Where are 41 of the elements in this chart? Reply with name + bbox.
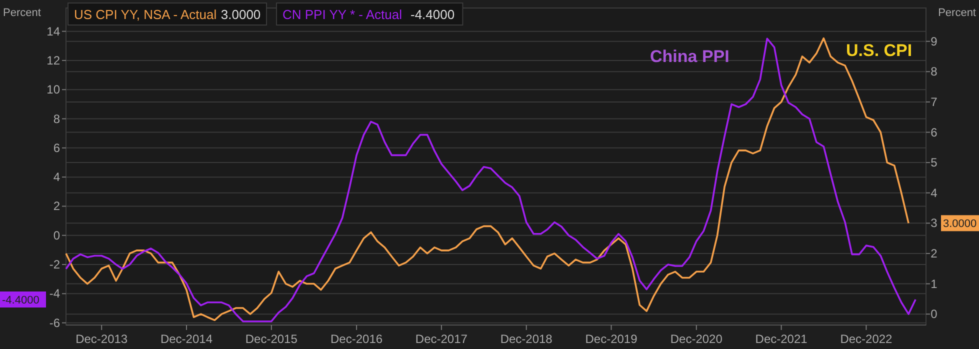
text: 3.0000 — [943, 218, 977, 230]
y2-tick-label: 7 — [930, 94, 938, 109]
y-tick-label: -4 — [49, 286, 60, 301]
y-tick-label: 6 — [53, 140, 60, 155]
y-tick-label: 2 — [53, 199, 60, 214]
annotation: China PPI — [650, 47, 730, 66]
y-tick-label: -2 — [49, 258, 60, 272]
y2-tick-label: 2 — [930, 246, 938, 260]
y-tick-label: 14 — [46, 24, 60, 38]
x-tick-label: Dec-2018 — [500, 332, 553, 346]
x-tick-label: Dec-2017 — [415, 332, 468, 346]
y-tick-label: -6 — [49, 316, 60, 330]
annotation: U.S. CPI — [846, 41, 912, 60]
x-tick-label: Dec-2020 — [670, 332, 723, 346]
text: -4.4000 — [2, 294, 40, 306]
annotation: 3.0000 — [220, 7, 261, 22]
y-axis-title: Percent — [3, 7, 41, 19]
text: US CPI YY, NSA - Actual — [74, 7, 217, 22]
y2-tick-label: 4 — [930, 186, 938, 200]
y2-tick-label: 1 — [930, 276, 938, 291]
y-tick-label: 8 — [53, 112, 60, 126]
y2-tick-label: 0 — [930, 307, 938, 322]
y2-tick-label: 6 — [930, 125, 938, 140]
y2-tick-label: 3 — [930, 216, 938, 230]
x-tick-label: Dec-2014 — [160, 332, 213, 346]
y-tick-label: 0 — [53, 228, 60, 242]
y-tick-label: 4 — [53, 170, 60, 184]
x-tick-label: Dec-2016 — [330, 332, 383, 346]
text: CN PPI YY * - Actual — [282, 7, 402, 22]
y2-axis-title: Percent — [938, 7, 976, 19]
x-tick-label: Dec-2015 — [245, 332, 298, 346]
x-tick-label: Dec-2022 — [840, 332, 893, 346]
y-tick-label: 10 — [46, 82, 60, 97]
x-tick-label: Dec-2019 — [585, 332, 638, 346]
y-tick-label: 12 — [46, 53, 60, 68]
annotation: -4.4000 — [410, 7, 455, 22]
x-tick-label: Dec-2021 — [755, 332, 808, 346]
y2-tick-label: 9 — [930, 34, 938, 48]
y2-tick-label: 8 — [930, 64, 938, 79]
x-tick-label: Dec-2013 — [76, 332, 128, 346]
y2-tick-label: 5 — [930, 156, 938, 170]
